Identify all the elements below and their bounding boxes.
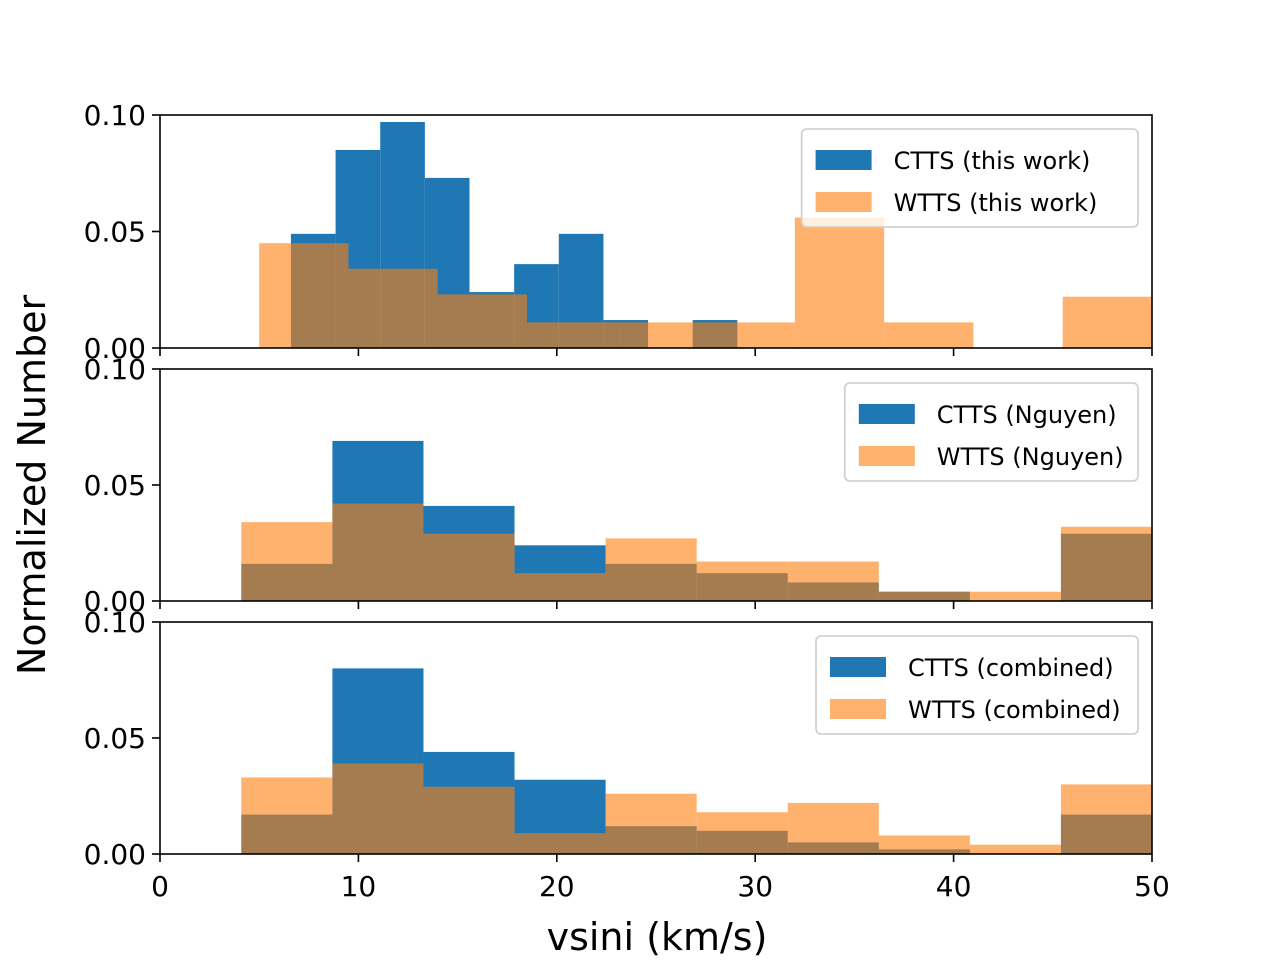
- legend-swatch-wtts: [858, 446, 915, 466]
- legend-label: WTTS (combined): [908, 696, 1121, 724]
- legend-swatch-wtts: [815, 192, 872, 212]
- panels: 0.00 0.05 0.10 CTTS (this work) WTTS (this w…: [84, 99, 1170, 903]
- histogram-bar: [514, 833, 606, 854]
- series-wtts: [241, 503, 1152, 601]
- legend-swatch-ctts: [858, 404, 915, 424]
- legend-label: WTTS (Nguyen): [937, 443, 1124, 471]
- legend-box: [800, 128, 1139, 228]
- legend-swatch-ctts: [830, 657, 886, 677]
- y-tick-label: 0.05: [84, 722, 146, 755]
- histogram-bar: [605, 793, 697, 854]
- histogram-bar: [332, 503, 424, 601]
- x-tick-label: 30: [737, 870, 773, 903]
- y-tick-label: 0.05: [84, 469, 146, 502]
- y-tick-label: 0.05: [84, 216, 146, 249]
- legend-box: [815, 635, 1139, 735]
- x-tick-label: 0: [151, 870, 169, 903]
- histogram-bar: [1062, 296, 1152, 348]
- histogram-bar: [696, 812, 788, 854]
- legend-label: CTTS (Nguyen): [937, 401, 1117, 429]
- histogram-bar: [969, 844, 1061, 854]
- histogram-bar: [605, 538, 697, 601]
- histogram-bar: [787, 802, 879, 854]
- histogram-bar: [616, 322, 706, 348]
- histogram-bar: [878, 591, 970, 601]
- histogram-bar: [787, 561, 879, 601]
- histogram-bar: [259, 243, 349, 348]
- histogram-bar: [878, 835, 970, 854]
- histogram-bar: [1060, 784, 1152, 854]
- histogram-bar: [1060, 526, 1152, 601]
- histogram-bar: [241, 777, 333, 854]
- y-axis-label: Normalized Number: [10, 295, 54, 676]
- panel-top: 0.00 0.05 0.10 CTTS (this work) WTTS (this w…: [84, 99, 1153, 365]
- histogram-bar: [527, 322, 617, 348]
- legend-swatch-wtts: [830, 699, 886, 719]
- histogram-bar: [437, 294, 528, 348]
- x-tick-label: 50: [1134, 870, 1170, 903]
- legend: CTTS (combined) WTTS (combined): [815, 635, 1139, 735]
- y-tick-label: 0.00: [84, 585, 146, 618]
- x-tick-label: 20: [539, 870, 575, 903]
- histogram-bar: [348, 268, 438, 348]
- histogram-bar: [241, 522, 333, 601]
- histogram-bar: [423, 786, 515, 854]
- legend-box: [843, 382, 1139, 482]
- y-tick-label: 0.10: [84, 353, 146, 386]
- legend-label: WTTS (this work): [894, 189, 1098, 217]
- histogram-bar: [696, 561, 788, 601]
- histogram-bar: [884, 322, 974, 348]
- histogram-bar: [332, 763, 424, 854]
- legend: CTTS (this work) WTTS (this work): [800, 128, 1139, 228]
- histogram-bar: [969, 591, 1061, 601]
- x-tick-label: 40: [936, 870, 972, 903]
- legend-swatch-ctts: [815, 150, 872, 170]
- x-axis-label: vsini (km/s): [547, 915, 768, 959]
- y-tick-label: 0.10: [84, 606, 146, 639]
- histogram-bar: [705, 322, 795, 348]
- legend-label: CTTS (combined): [908, 654, 1114, 682]
- series-wtts: [259, 217, 1152, 348]
- histogram-bar: [794, 217, 885, 348]
- legend-label: CTTS (this work): [894, 147, 1091, 175]
- histogram-bar: [423, 533, 515, 601]
- legend: CTTS (Nguyen) WTTS (Nguyen): [843, 382, 1139, 482]
- histogram-bar: [514, 573, 606, 601]
- x-tick-label: 10: [341, 870, 377, 903]
- series-wtts: [241, 763, 1152, 854]
- y-tick-label: 0.00: [84, 332, 146, 365]
- y-tick-label: 0.10: [84, 99, 146, 132]
- y-tick-label: 0.00: [84, 838, 146, 871]
- panel-bottom: 0.00 0.05 0.10 0 10 20 30 40 50 CTTS (combined) WT…: [84, 606, 1170, 903]
- panel-middle: 0.00 0.05 0.10 CTTS (Nguyen) WTTS (Nguyen): [84, 353, 1153, 618]
